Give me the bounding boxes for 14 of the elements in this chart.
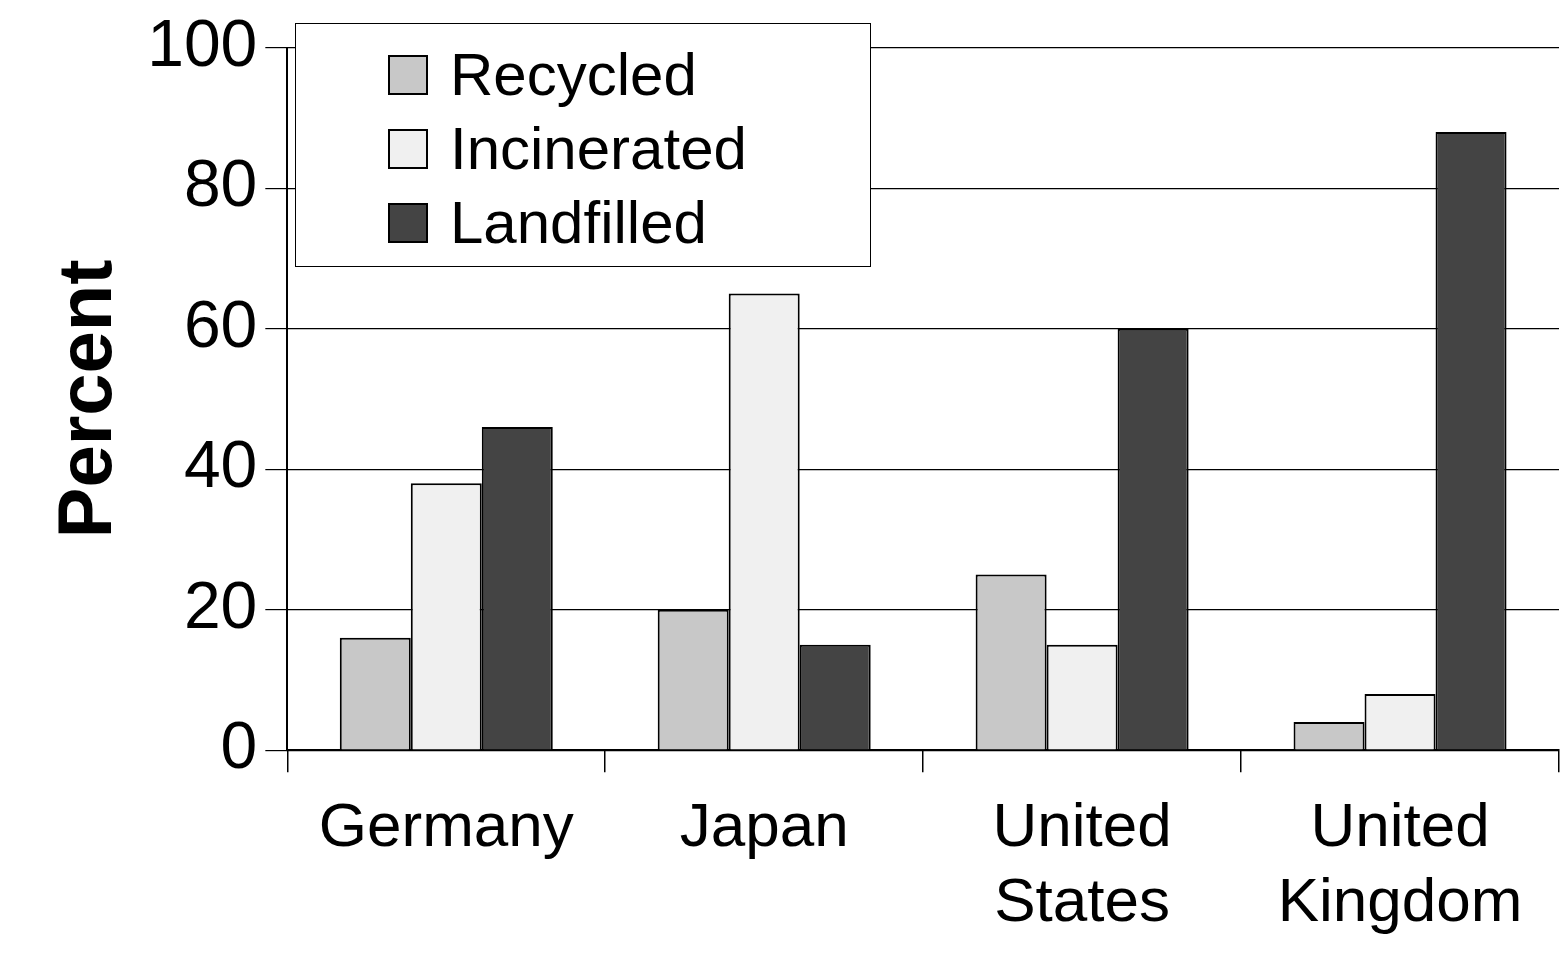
x-tick-label: Japan (679, 790, 849, 860)
legend-label: Recycled (450, 40, 697, 110)
series-label: Incinerated (450, 114, 747, 184)
y-tick-label: 0 (220, 708, 258, 783)
y-tick-label: 40 (183, 427, 258, 502)
x-tick-label: Germany (318, 790, 574, 860)
y-tick-label: 60 (183, 286, 258, 361)
x-tick-label: United States (992, 790, 1172, 934)
y-tick-label: 20 (183, 567, 258, 642)
y-tick-label: 100 (147, 5, 258, 80)
legend-label: Landfilled (450, 188, 707, 258)
x-tick-label: United Kingdom (1277, 790, 1523, 934)
y-axis-title: Percent (41, 259, 127, 539)
y-tick-label: 80 (183, 146, 258, 221)
